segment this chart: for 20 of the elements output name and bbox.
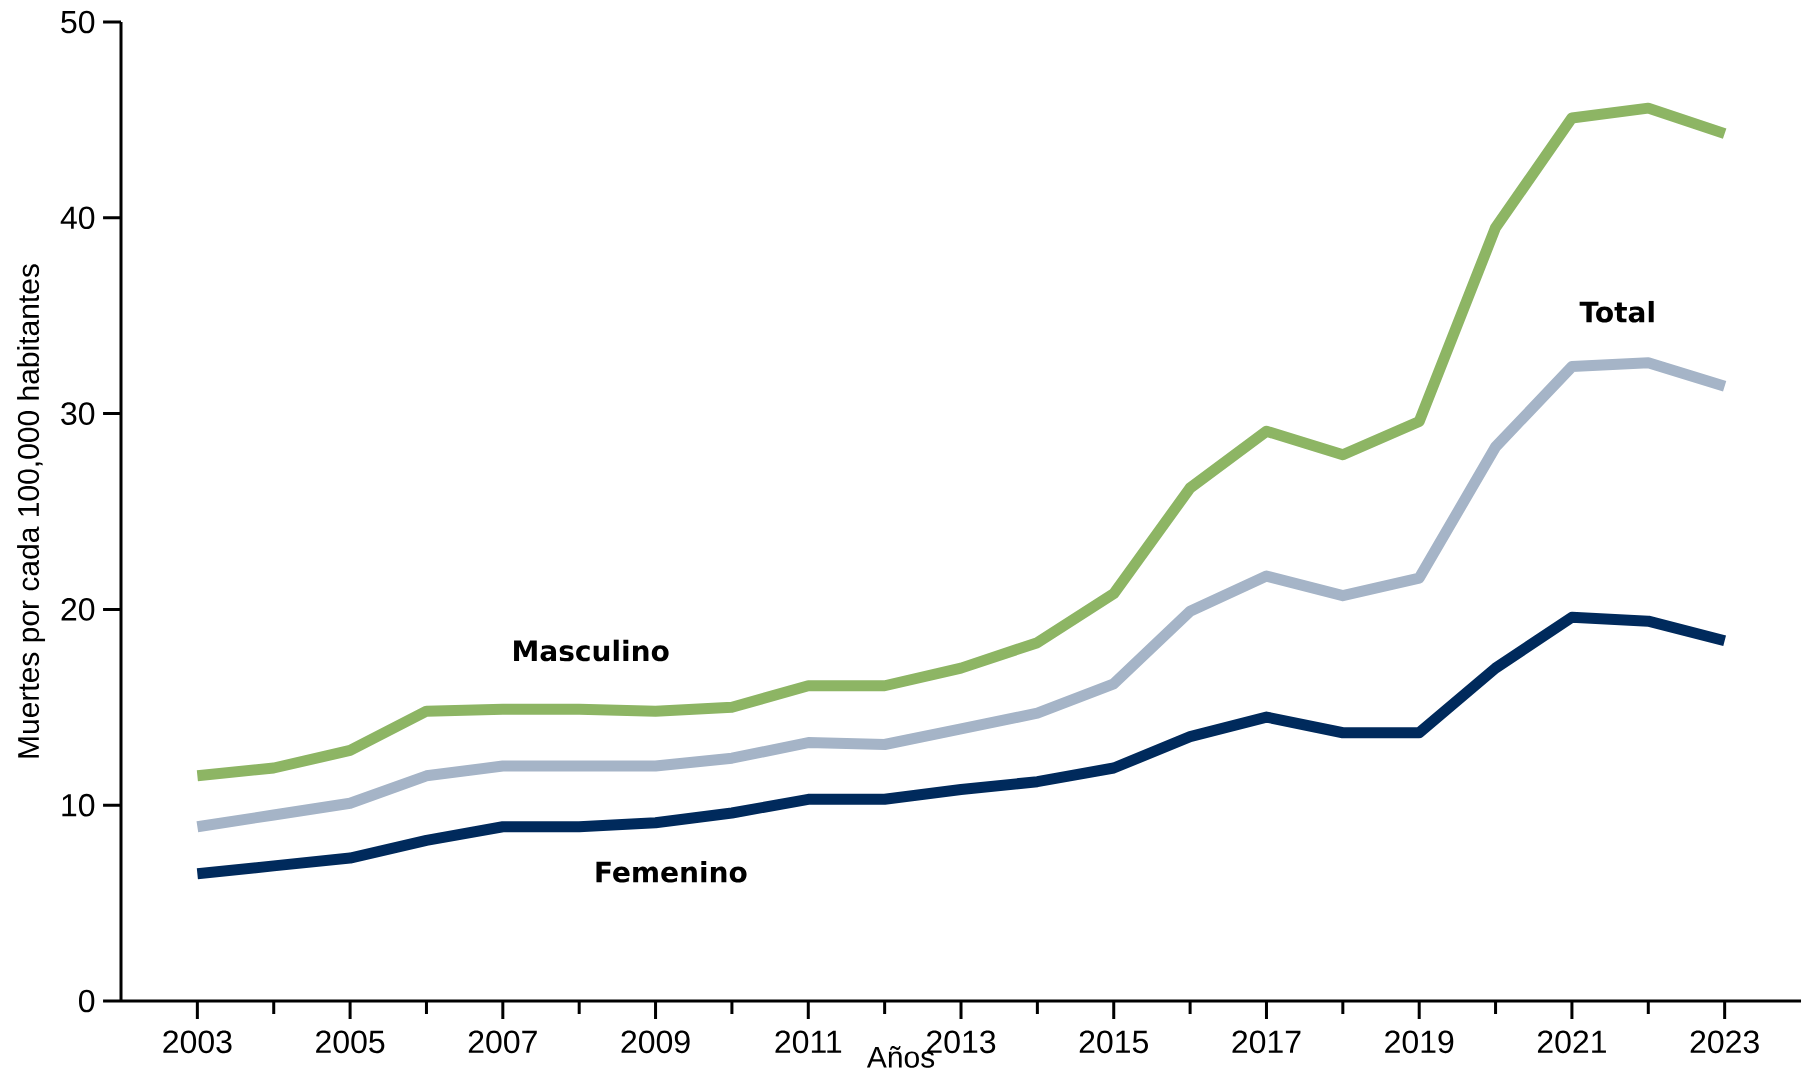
y-tick-label: 0 <box>79 989 95 1013</box>
x-tick-label: 2011 <box>775 1030 842 1054</box>
y-tick-label: 30 <box>61 402 95 425</box>
y-tick-label: 10 <box>62 793 95 817</box>
y-tick-label: 40 <box>60 206 95 230</box>
x-tick-label: 2015 <box>1079 1030 1148 1054</box>
x-tick-label: 2005 <box>316 1030 385 1054</box>
series-label: Total <box>1579 300 1654 323</box>
x-tick-label: 2017 <box>1232 1030 1301 1054</box>
x-tick-label: 2021 <box>1537 1030 1606 1054</box>
y-axis-title: Muertes por cada 100,000 habitantes <box>17 264 46 758</box>
series-label: Femenino <box>596 860 747 883</box>
x-tick-label: 2007 <box>468 1030 537 1054</box>
x-tick-label: 2019 <box>1385 1030 1454 1054</box>
y-tick-label: 50 <box>61 10 95 34</box>
x-tick-label: 2023 <box>1690 1030 1759 1054</box>
x-tick-label: 2003 <box>163 1030 232 1054</box>
series-label: Masculino <box>514 639 669 662</box>
y-tick-label: 20 <box>61 598 95 621</box>
x-tick-label: 2009 <box>621 1030 690 1054</box>
